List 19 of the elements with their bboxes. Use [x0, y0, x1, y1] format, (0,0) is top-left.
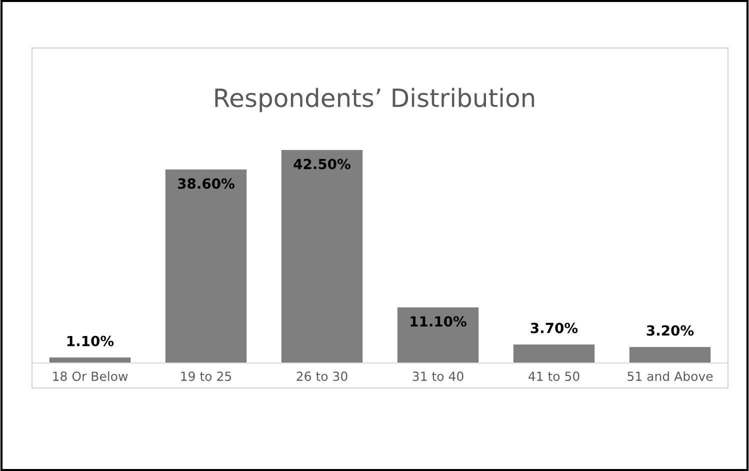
bar: [397, 307, 479, 363]
x-tick-label: 31 to 40: [412, 372, 464, 382]
bar: [629, 346, 711, 363]
x-tick-label: 18 Or Below: [53, 371, 128, 382]
bar: [281, 150, 363, 363]
data-label: 1.10%: [67, 336, 114, 346]
data-label: 11.10%: [410, 316, 466, 327]
x-tick-label: 26 to 30: [296, 372, 348, 382]
data-label: 42.50%: [294, 158, 350, 170]
chart-title: Respondents’ Distribution: [215, 88, 534, 112]
x-tick-label: 41 to 50: [528, 372, 580, 382]
data-label: 3.70%: [530, 322, 578, 334]
bar: [165, 170, 247, 363]
data-label: 3.20%: [646, 325, 694, 336]
data-label: 38.60%: [178, 178, 234, 189]
x-tick-label: 19 to 25: [181, 372, 232, 382]
bar: [49, 357, 131, 363]
x-tick-label: 51 and Above: [628, 371, 713, 382]
bar: [513, 344, 595, 363]
